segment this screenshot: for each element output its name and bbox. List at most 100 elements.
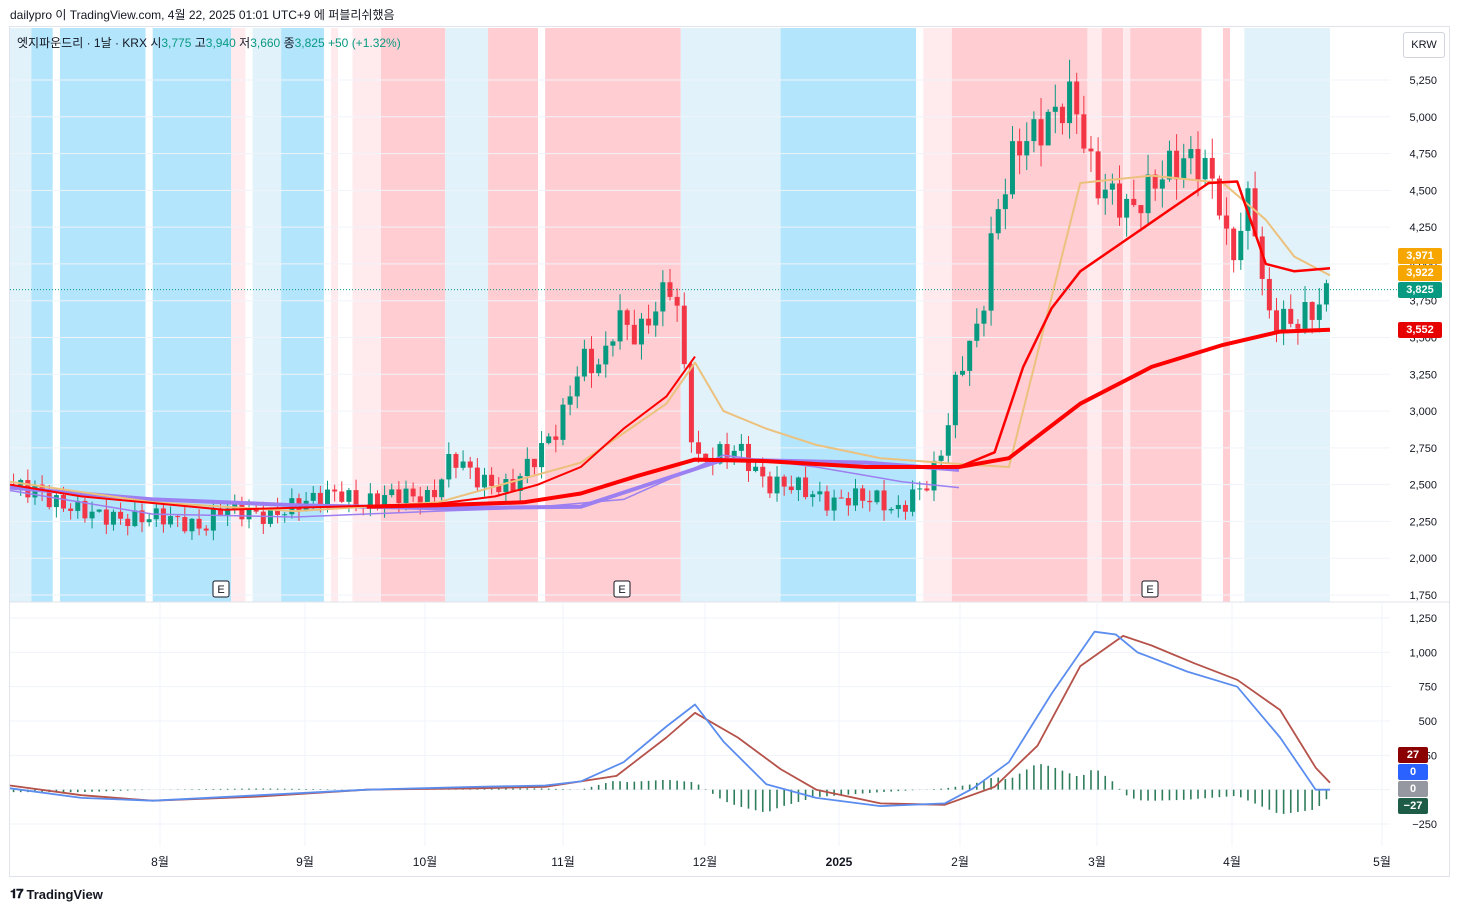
candle-body	[424, 489, 430, 505]
candle-body	[660, 282, 666, 312]
candles	[11, 59, 1329, 541]
candle-body	[396, 489, 402, 503]
candle-body	[531, 458, 537, 468]
candle-body	[1038, 119, 1044, 146]
open-value: 3,775	[161, 36, 192, 50]
price-label: 3,922	[1398, 265, 1442, 281]
low-value: 3,660	[250, 36, 281, 50]
candle-body	[68, 508, 74, 511]
candle-body	[225, 508, 231, 517]
candle-body	[1031, 119, 1037, 142]
candle-body	[367, 493, 373, 508]
macd-value-label: −27	[1398, 798, 1428, 814]
price-tick-label: 3,750	[1409, 296, 1437, 308]
candle-body	[553, 436, 559, 440]
candle-body	[867, 500, 873, 503]
candle-body	[346, 490, 352, 502]
candle-body	[1288, 308, 1294, 324]
price-label: 3,825	[1398, 282, 1442, 298]
zone-background	[10, 28, 1330, 602]
macd-value-label: 0	[1398, 764, 1428, 780]
price-tick-label: 3,000	[1409, 406, 1437, 418]
close-label: 종	[283, 36, 295, 50]
candle-body	[232, 502, 238, 509]
macd-pane	[9, 630, 1331, 814]
candle-body	[1024, 141, 1030, 156]
candle-body	[182, 517, 188, 532]
candle-body	[389, 489, 395, 496]
high-label: 고	[194, 36, 206, 50]
chart-frame	[9, 26, 1450, 877]
candle-body	[738, 443, 744, 451]
moving-averages	[9, 174, 1398, 518]
candle-body	[1017, 141, 1023, 156]
zone-band	[1230, 28, 1245, 602]
candle-body	[1045, 111, 1051, 146]
candle-body	[874, 490, 880, 503]
candle-body	[474, 467, 480, 488]
footer: 𝟏𝟕 TradingView	[10, 886, 103, 902]
candle-body	[539, 443, 545, 468]
macd-tick-label: 1,250	[1409, 613, 1437, 625]
candle-body	[139, 510, 145, 523]
zone-band	[488, 28, 538, 602]
candle-body	[981, 310, 987, 324]
candle-body	[175, 516, 181, 518]
candle-body	[610, 341, 616, 346]
candle-body	[253, 508, 259, 512]
zone-band	[1123, 28, 1131, 602]
candle-body	[910, 489, 916, 512]
candle-body	[860, 488, 866, 501]
candle-body	[1002, 194, 1008, 210]
candle-body	[1195, 149, 1201, 180]
candle-body	[881, 490, 887, 511]
candle-body	[1059, 106, 1065, 124]
candle-body	[524, 458, 530, 477]
candle-body	[888, 509, 894, 511]
candle-body	[1181, 158, 1187, 180]
price-tick-label: 4,750	[1409, 149, 1437, 161]
candle-body	[995, 209, 1001, 234]
candle-body	[1152, 174, 1158, 189]
zone-band	[31, 28, 53, 602]
candle-body	[938, 455, 944, 461]
zone-band	[916, 28, 924, 602]
candle-body	[1145, 174, 1151, 214]
time-tick-label: 10월	[413, 855, 437, 869]
zone-band	[381, 28, 446, 602]
earnings-marker-box	[613, 580, 631, 598]
zone-band	[951, 28, 1088, 602]
axes: 5,2505,0004,7504,5004,2504,0003,7503,500…	[151, 75, 1437, 869]
candle-body	[1281, 308, 1287, 332]
open-label: 시	[150, 36, 162, 50]
zone-band	[538, 28, 546, 602]
zone-band	[1101, 28, 1124, 602]
zone-band	[680, 28, 781, 602]
symbol-name[interactable]: 엣지파운드리 · 1날 · KRX	[17, 36, 147, 50]
candle-body	[760, 466, 766, 477]
macd-tick-label: 1,000	[1409, 647, 1437, 659]
candle-body	[374, 493, 380, 508]
price-label: 3,971	[1398, 248, 1442, 264]
candle-body	[774, 476, 780, 494]
candle-body	[1138, 205, 1144, 214]
candle-body	[203, 528, 209, 531]
candle-body	[46, 491, 52, 508]
macd-tick-label: 750	[1419, 682, 1437, 694]
candle-body	[617, 310, 623, 342]
candle-body	[410, 488, 416, 497]
candle-body	[960, 370, 966, 375]
zone-band	[1087, 28, 1102, 602]
price-tick-label: 5,000	[1409, 112, 1437, 124]
candle-body	[831, 497, 837, 511]
candle-body	[125, 518, 131, 527]
candle-body	[1238, 230, 1244, 261]
candle-body	[39, 484, 45, 492]
zone-band	[245, 28, 253, 602]
currency-button[interactable]: KRW	[1403, 32, 1445, 58]
candle-body	[1074, 81, 1080, 115]
candle-body	[489, 474, 495, 486]
candle-body	[1216, 178, 1222, 216]
candle-body	[745, 443, 751, 472]
